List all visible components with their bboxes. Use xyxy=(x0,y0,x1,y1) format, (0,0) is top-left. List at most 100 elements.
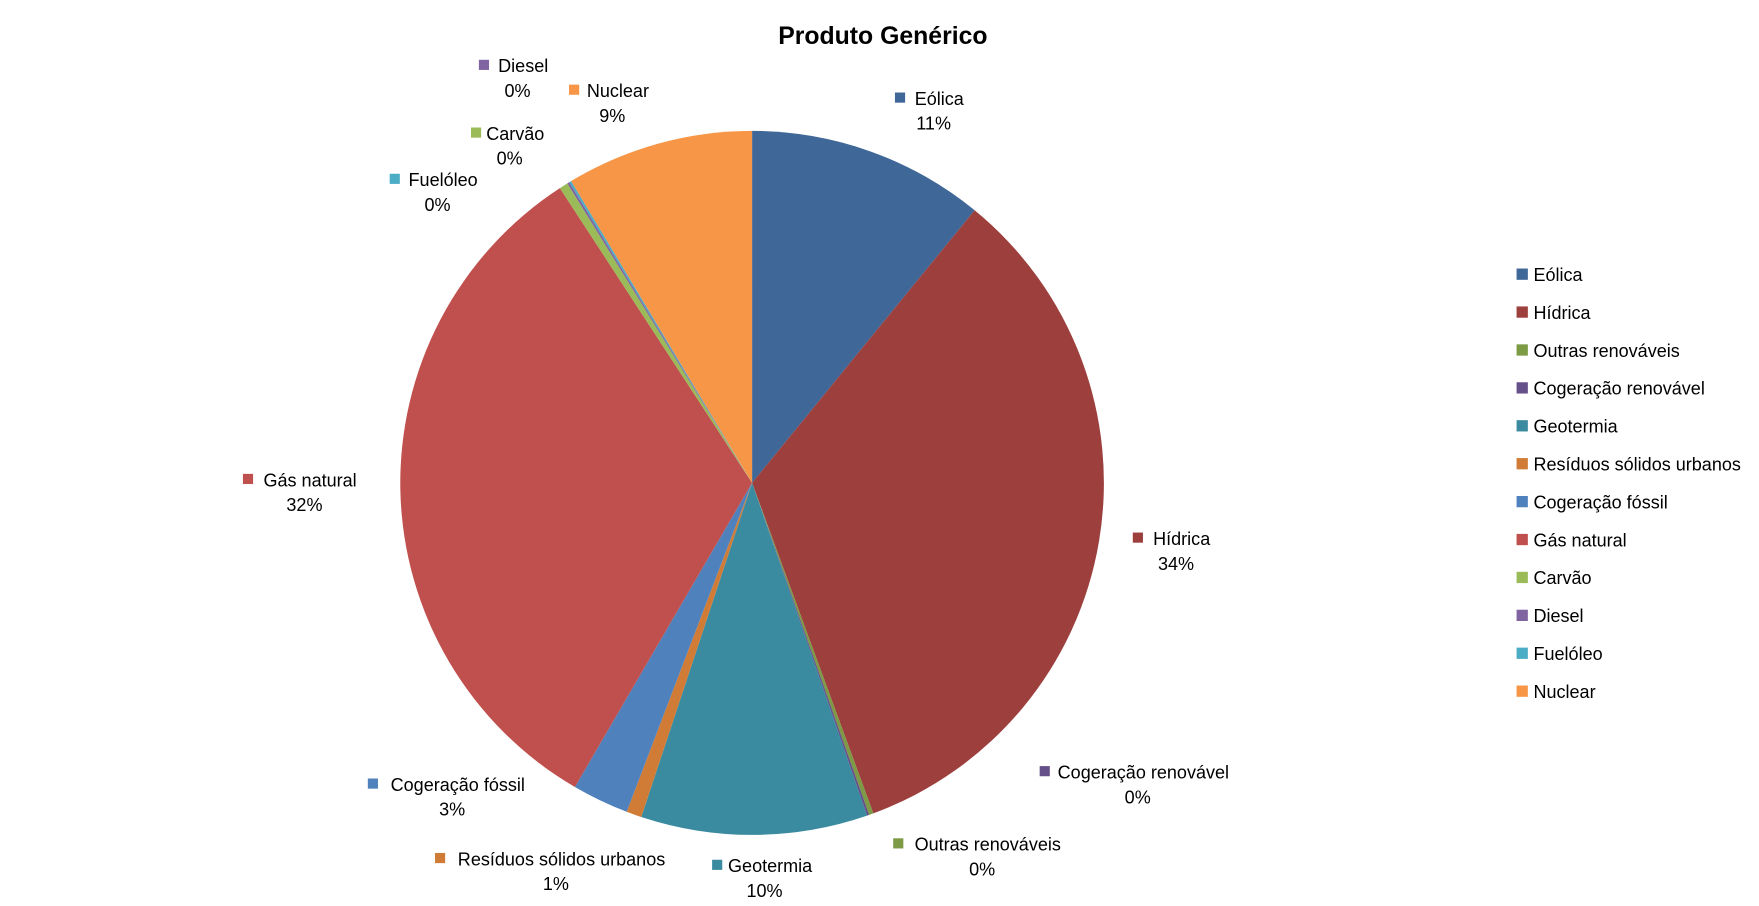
legend-marker xyxy=(1516,420,1528,432)
data-label: Resíduos sólidos urbanos 1% xyxy=(435,849,665,894)
data-label-percent: 3% xyxy=(439,800,465,820)
legend-item: Nuclear xyxy=(1516,682,1596,702)
legend-item: Eólica xyxy=(1516,265,1584,285)
data-label-marker xyxy=(435,852,446,864)
legend-item: Carvão xyxy=(1516,568,1592,588)
legend-marker xyxy=(1516,609,1528,621)
data-label: Eólica 11% xyxy=(894,89,965,134)
chart-title: Produto Genérico xyxy=(778,23,987,50)
pie-slice-9 xyxy=(567,182,753,483)
legend-marker xyxy=(1516,685,1528,697)
data-label: Carvão 0% xyxy=(470,124,544,169)
data-label-name: Resíduos sólidos urbanos xyxy=(458,849,665,869)
data-label-percent: 32% xyxy=(286,495,322,515)
legend-label: Outras renováveis xyxy=(1533,341,1679,361)
legend-marker xyxy=(1516,268,1528,280)
legend-marker xyxy=(1516,344,1528,356)
data-label: Fuelóleo 0% xyxy=(389,170,478,215)
legend-marker xyxy=(1516,458,1528,470)
pie-slices xyxy=(400,130,1104,835)
data-label-marker xyxy=(389,173,400,184)
legend: Eólica Hídrica Outras renováveis Cogeração … xyxy=(1516,265,1741,702)
legend-marker xyxy=(1516,647,1528,659)
data-label-percent: 9% xyxy=(599,106,625,126)
legend-label: Resíduos sólidos urbanos xyxy=(1533,454,1740,474)
data-label-name: Nuclear xyxy=(587,81,649,101)
legend-item: Geotermia xyxy=(1516,417,1619,437)
data-label-name: Gás natural xyxy=(263,470,356,490)
data-label: Hídrica 34% xyxy=(1132,529,1211,574)
data-label: Gás natural 32% xyxy=(242,470,357,515)
legend-label: Cogeração fóssil xyxy=(1533,492,1667,512)
legend-marker xyxy=(1516,382,1528,394)
pie-slice-4 xyxy=(641,482,868,835)
data-label-percent: 0% xyxy=(1125,787,1151,807)
data-label-marker xyxy=(1132,532,1143,543)
data-label-name: Hídrica xyxy=(1153,529,1211,549)
legend-item: Gás natural xyxy=(1516,530,1627,550)
data-label: Diesel 0% xyxy=(478,56,548,101)
data-label-name: Diesel xyxy=(498,56,548,76)
pie-slice-2 xyxy=(752,482,874,815)
data-label-percent: 11% xyxy=(916,114,951,134)
legend-label: Carvão xyxy=(1533,568,1591,588)
pie-slice-0 xyxy=(752,130,975,483)
data-label-name: Eólica xyxy=(915,89,965,109)
legend-label: Cogeração renovável xyxy=(1533,379,1704,399)
data-label-marker xyxy=(242,473,254,485)
pie-slice-3 xyxy=(752,482,870,816)
pie-slice-10 xyxy=(569,181,753,483)
data-label-marker xyxy=(1039,766,1050,777)
data-label-name: Carvão xyxy=(486,124,544,144)
data-label-percent: 0% xyxy=(969,860,995,880)
data-label-name: Cogeração fóssil xyxy=(391,775,525,795)
pie-slice-8 xyxy=(559,183,753,483)
data-label: Cogeração renovável 0% xyxy=(1039,763,1229,807)
pie-slice-7 xyxy=(400,188,753,788)
legend-item: Cogeração fóssil xyxy=(1516,492,1668,512)
legend-item: Fuelóleo xyxy=(1516,644,1603,664)
data-label: Outras renováveis 0% xyxy=(893,835,1061,880)
data-label-marker xyxy=(367,778,378,789)
data-label-name: Fuelóleo xyxy=(409,170,478,190)
data-label: Cogeração fóssil 3% xyxy=(367,775,525,820)
data-label-name: Geotermia xyxy=(728,856,813,876)
data-label-percent: 34% xyxy=(1158,554,1194,574)
legend-marker xyxy=(1516,571,1528,584)
legend-label: Hídrica xyxy=(1533,303,1591,323)
data-label-marker xyxy=(470,127,482,138)
data-label-marker xyxy=(712,859,723,870)
pie-slice-6 xyxy=(574,482,753,812)
data-label-percent: 0% xyxy=(505,81,531,101)
legend-marker xyxy=(1516,533,1528,546)
data-label-percent: 0% xyxy=(497,149,523,169)
data-label-marker xyxy=(893,838,904,849)
data-label-percent: 10% xyxy=(746,881,782,901)
legend-label: Diesel xyxy=(1533,606,1583,626)
data-label-marker xyxy=(569,84,580,95)
data-label-name: Cogeração renovável xyxy=(1058,763,1229,783)
legend-label: Geotermia xyxy=(1533,417,1618,437)
data-label-marker xyxy=(894,92,906,103)
data-label-name: Outras renováveis xyxy=(915,835,1061,855)
pie-slice-1 xyxy=(752,210,1104,814)
data-label: Geotermia 10% xyxy=(712,856,813,901)
legend-label: Nuclear xyxy=(1533,682,1595,702)
pie-slice-11 xyxy=(571,130,753,483)
data-label: Nuclear 9% xyxy=(569,81,649,126)
legend-marker xyxy=(1516,306,1528,318)
data-label-percent: 1% xyxy=(543,874,569,894)
legend-label: Fuelóleo xyxy=(1533,644,1602,664)
pie-slice-5 xyxy=(626,482,753,817)
data-label-marker xyxy=(478,59,490,70)
legend-item: Outras renováveis xyxy=(1516,341,1680,361)
legend-item: Diesel xyxy=(1516,606,1584,626)
legend-item: Cogeração renovável xyxy=(1516,379,1705,399)
legend-item: Resíduos sólidos urbanos xyxy=(1516,454,1741,474)
legend-marker xyxy=(1516,495,1528,508)
legend-label: Eólica xyxy=(1533,265,1583,285)
data-label-percent: 0% xyxy=(424,195,450,215)
legend-label: Gás natural xyxy=(1533,530,1626,550)
